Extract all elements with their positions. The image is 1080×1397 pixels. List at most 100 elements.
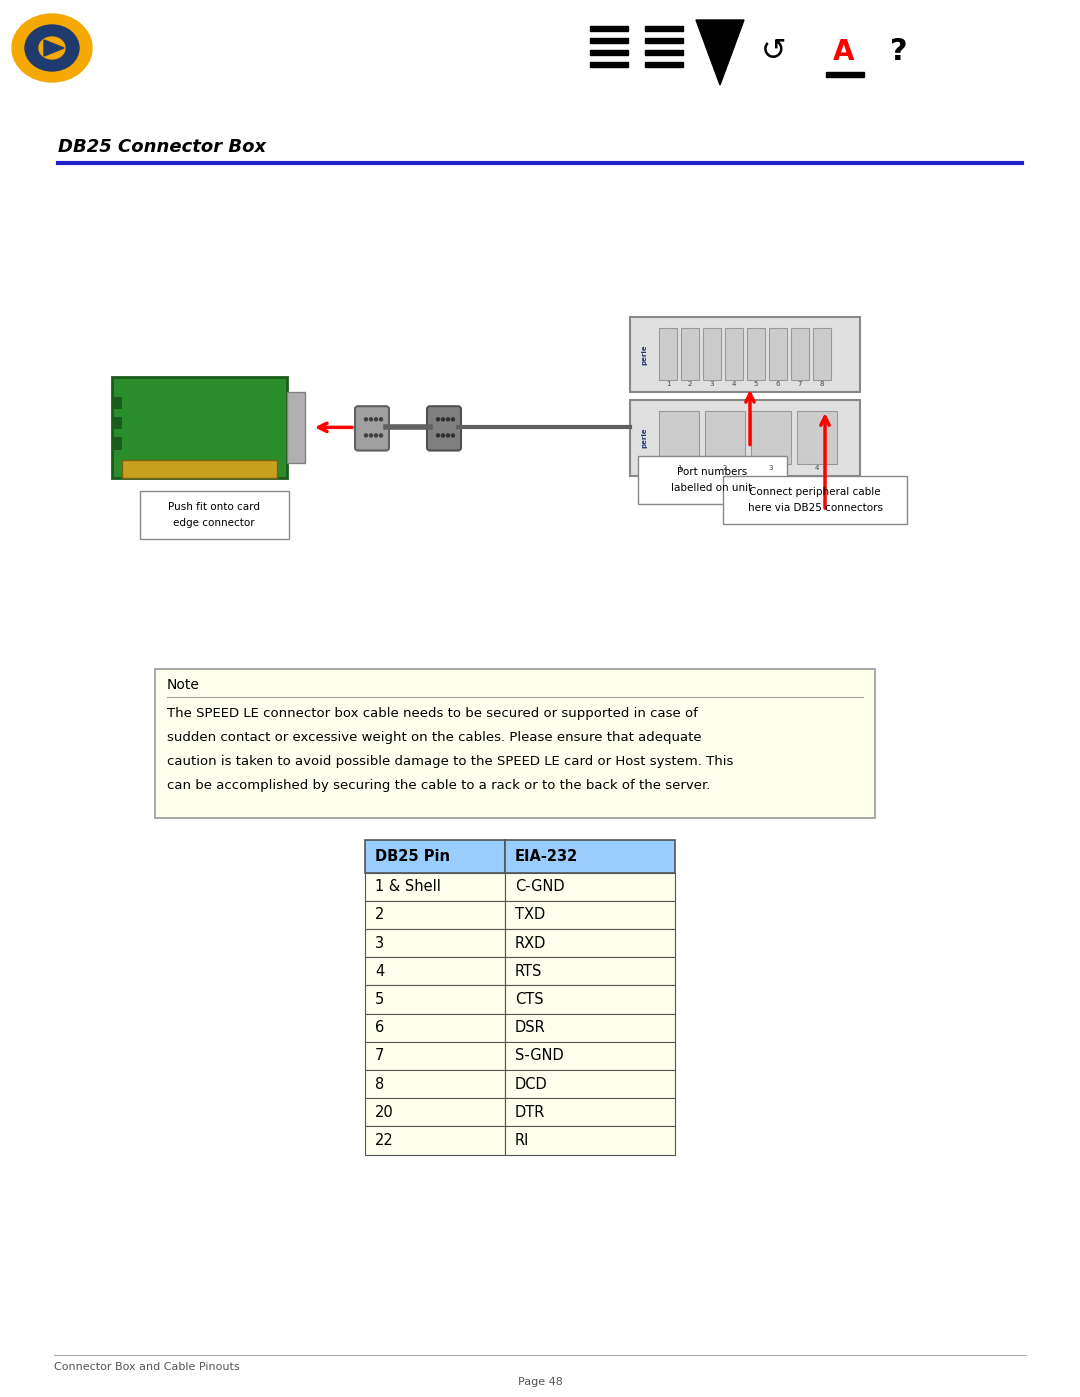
FancyBboxPatch shape bbox=[505, 929, 675, 957]
Circle shape bbox=[379, 418, 382, 420]
Text: 1 & Shell: 1 & Shell bbox=[375, 879, 441, 894]
FancyBboxPatch shape bbox=[365, 1070, 505, 1098]
FancyBboxPatch shape bbox=[112, 377, 287, 478]
Bar bbox=[114, 397, 122, 409]
FancyBboxPatch shape bbox=[813, 328, 831, 380]
Circle shape bbox=[365, 418, 367, 420]
Text: Note: Note bbox=[167, 678, 200, 692]
FancyBboxPatch shape bbox=[505, 1042, 675, 1070]
FancyBboxPatch shape bbox=[365, 929, 505, 957]
Text: Connect peripheral cable: Connect peripheral cable bbox=[750, 486, 881, 497]
Text: CTS: CTS bbox=[515, 992, 543, 1007]
Circle shape bbox=[446, 434, 449, 437]
Text: 4: 4 bbox=[814, 465, 820, 471]
FancyBboxPatch shape bbox=[365, 985, 505, 1014]
Text: 5: 5 bbox=[754, 381, 758, 387]
Text: 6: 6 bbox=[775, 381, 780, 387]
FancyBboxPatch shape bbox=[769, 328, 787, 380]
FancyBboxPatch shape bbox=[747, 328, 765, 380]
Text: 2: 2 bbox=[688, 381, 692, 387]
Text: 8: 8 bbox=[375, 1077, 384, 1091]
Circle shape bbox=[436, 418, 440, 420]
FancyBboxPatch shape bbox=[365, 873, 505, 901]
FancyBboxPatch shape bbox=[723, 476, 907, 524]
FancyBboxPatch shape bbox=[365, 1014, 505, 1042]
FancyBboxPatch shape bbox=[630, 317, 860, 393]
Text: Connector Box and Cable Pinouts: Connector Box and Cable Pinouts bbox=[54, 1362, 240, 1372]
Bar bbox=[826, 73, 864, 77]
Text: 1: 1 bbox=[665, 381, 671, 387]
Ellipse shape bbox=[12, 14, 92, 82]
Circle shape bbox=[451, 434, 455, 437]
FancyBboxPatch shape bbox=[505, 1126, 675, 1154]
Text: ↺: ↺ bbox=[761, 38, 786, 67]
Text: 4: 4 bbox=[375, 964, 384, 979]
Text: S-GND: S-GND bbox=[515, 1048, 564, 1063]
Text: RXD: RXD bbox=[515, 936, 546, 950]
Text: 7: 7 bbox=[375, 1048, 384, 1063]
Bar bbox=[590, 38, 627, 43]
FancyBboxPatch shape bbox=[505, 901, 675, 929]
Text: 22: 22 bbox=[375, 1133, 394, 1148]
Text: C-GND: C-GND bbox=[515, 879, 565, 894]
Text: TXD: TXD bbox=[515, 907, 545, 922]
Bar bbox=[645, 50, 683, 54]
FancyBboxPatch shape bbox=[365, 841, 505, 873]
Text: edge connector: edge connector bbox=[173, 518, 255, 528]
FancyBboxPatch shape bbox=[750, 10, 798, 85]
Text: 7: 7 bbox=[798, 381, 802, 387]
Text: DSR: DSR bbox=[515, 1020, 545, 1035]
Bar bbox=[590, 50, 627, 54]
FancyBboxPatch shape bbox=[505, 985, 675, 1014]
FancyBboxPatch shape bbox=[427, 407, 461, 451]
Bar bbox=[645, 27, 683, 31]
FancyBboxPatch shape bbox=[696, 10, 743, 85]
Circle shape bbox=[451, 418, 455, 420]
FancyBboxPatch shape bbox=[705, 411, 745, 464]
FancyBboxPatch shape bbox=[820, 10, 868, 85]
Circle shape bbox=[369, 418, 373, 420]
Text: EIA-232: EIA-232 bbox=[515, 849, 578, 863]
Text: can be accomplished by securing the cable to a rack or to the back of the server: can be accomplished by securing the cabl… bbox=[167, 780, 711, 792]
FancyBboxPatch shape bbox=[505, 873, 675, 901]
Text: 2: 2 bbox=[723, 465, 727, 471]
FancyBboxPatch shape bbox=[585, 10, 633, 85]
Text: here via DB25 connectors: here via DB25 connectors bbox=[747, 503, 882, 513]
FancyBboxPatch shape bbox=[640, 10, 688, 85]
FancyBboxPatch shape bbox=[638, 455, 787, 504]
Circle shape bbox=[369, 434, 373, 437]
Bar bbox=[645, 38, 683, 43]
FancyBboxPatch shape bbox=[875, 10, 923, 85]
Text: 8: 8 bbox=[820, 381, 824, 387]
Bar bbox=[114, 437, 122, 450]
Text: A: A bbox=[834, 38, 854, 66]
Bar bbox=[590, 61, 627, 67]
Text: RI: RI bbox=[515, 1133, 529, 1148]
Text: Port numbers: Port numbers bbox=[677, 467, 747, 476]
FancyBboxPatch shape bbox=[505, 1070, 675, 1098]
Text: 20: 20 bbox=[375, 1105, 394, 1120]
FancyBboxPatch shape bbox=[505, 1098, 675, 1126]
FancyBboxPatch shape bbox=[725, 328, 743, 380]
FancyBboxPatch shape bbox=[140, 490, 289, 539]
Bar bbox=[114, 418, 122, 429]
Text: DTR: DTR bbox=[515, 1105, 545, 1120]
Ellipse shape bbox=[39, 36, 65, 59]
Text: 4: 4 bbox=[732, 381, 737, 387]
FancyBboxPatch shape bbox=[505, 957, 675, 985]
FancyBboxPatch shape bbox=[156, 669, 875, 819]
Text: 5: 5 bbox=[375, 992, 384, 1007]
FancyBboxPatch shape bbox=[365, 1126, 505, 1154]
Text: 3: 3 bbox=[375, 936, 384, 950]
FancyBboxPatch shape bbox=[659, 328, 677, 380]
Text: 3: 3 bbox=[710, 381, 714, 387]
Circle shape bbox=[375, 418, 378, 420]
Circle shape bbox=[365, 434, 367, 437]
Circle shape bbox=[442, 434, 445, 437]
Text: perle: perle bbox=[100, 34, 180, 61]
FancyBboxPatch shape bbox=[287, 393, 305, 462]
Circle shape bbox=[442, 418, 445, 420]
FancyBboxPatch shape bbox=[791, 328, 809, 380]
Text: 2: 2 bbox=[375, 907, 384, 922]
Circle shape bbox=[436, 434, 440, 437]
